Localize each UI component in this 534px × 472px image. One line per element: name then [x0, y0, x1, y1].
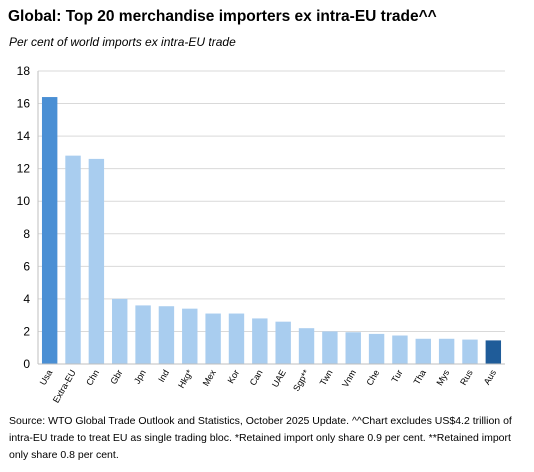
x-tick-label: Che [364, 368, 381, 387]
bar-kor [228, 313, 245, 364]
y-tick-label: 2 [23, 324, 30, 338]
x-tick-label: Mex [201, 368, 218, 388]
x-tick-label: Vnm [340, 368, 358, 389]
x-tick-label: Sgp** [291, 368, 311, 393]
bars [41, 97, 502, 365]
y-tick-label: 14 [17, 129, 31, 143]
y-tick-label: 12 [17, 162, 31, 176]
bar-extraeu [65, 155, 81, 364]
bar-tur [392, 335, 408, 364]
bar-jpn [135, 305, 151, 364]
x-tick-label: Mys [434, 368, 451, 388]
x-tick-label: Twn [318, 368, 335, 387]
x-tick-label: Tur [389, 368, 404, 384]
bar-aus [485, 340, 502, 364]
x-tick-label: UAE [270, 368, 288, 389]
gridlines [38, 70, 505, 332]
x-tick-label: Rus [458, 368, 475, 387]
y-tick-label: 4 [23, 292, 30, 306]
y-tick-label: 10 [17, 194, 31, 208]
bar-usa [41, 97, 58, 365]
x-tick-label: Ind [156, 368, 171, 384]
x-tick-label: Jpn [132, 368, 148, 386]
axes [37, 71, 505, 365]
bar-vnm [345, 332, 361, 364]
bar-sgp [298, 328, 315, 364]
bar-gbr [112, 298, 128, 364]
bar-rus [462, 339, 478, 364]
x-tick-label: Usa [38, 368, 55, 387]
x-tick-label: Gbr [108, 368, 124, 386]
bar-tha [415, 338, 431, 364]
chart-title: Global: Top 20 merchandise importers ex … [8, 8, 437, 25]
x-tick-label: Extra-EU [51, 368, 78, 405]
bar-mys [438, 338, 455, 364]
x-tick-label: Can [248, 368, 265, 387]
y-tick-label: 16 [17, 97, 31, 111]
y-tick-label: 18 [17, 64, 31, 78]
bar-uae [275, 321, 291, 364]
source-note: Source: WTO Global Trade Outlook and Sta… [9, 415, 512, 461]
y-tick-label: 0 [23, 357, 30, 371]
bar-chn [88, 158, 105, 364]
bar-ind [158, 306, 175, 364]
y-tick-label: 6 [23, 259, 30, 273]
y-tick-label: 8 [23, 227, 30, 241]
x-tick-label: Tha [412, 368, 428, 386]
bar-can [252, 318, 268, 364]
x-tick-label: Aus [482, 368, 499, 387]
chart-subtitle: Per cent of world imports ex intra-EU tr… [9, 35, 236, 49]
x-tick-label: Hkg* [176, 368, 195, 390]
bar-che [368, 333, 385, 364]
x-tick-label: Kor [226, 368, 242, 385]
bar-mex [205, 313, 221, 364]
bar-twn [322, 331, 338, 364]
x-tick-label: Chn [84, 368, 101, 387]
bar-hkg [182, 308, 198, 364]
